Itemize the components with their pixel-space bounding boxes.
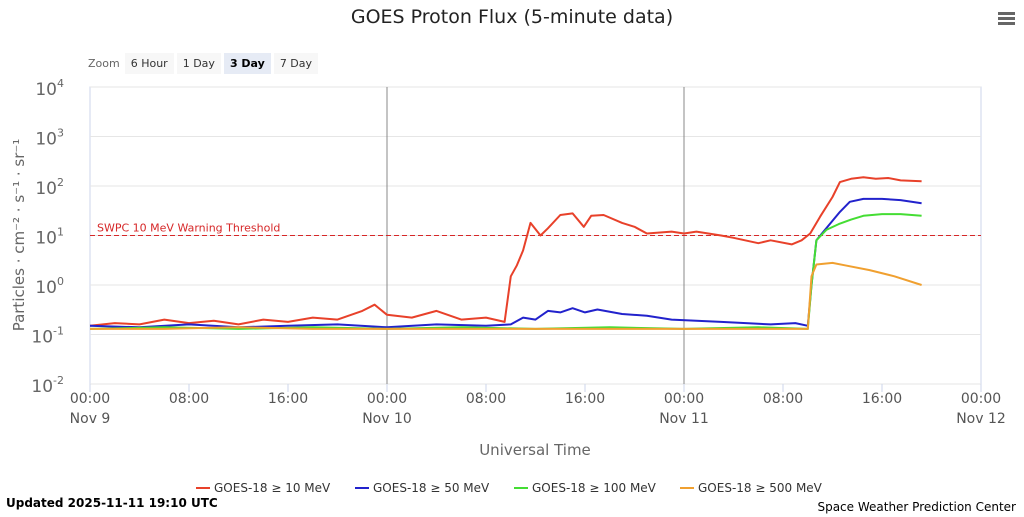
zoom-label: Zoom	[88, 57, 120, 70]
x-tick-label: 00:00	[961, 391, 1001, 407]
x-tick-label: 08:00	[466, 391, 506, 407]
series-line-0	[89, 176, 922, 327]
x-tick-label: 08:00	[763, 391, 803, 407]
x-tick-label: 08:00	[169, 391, 209, 407]
y-tick-label: 101	[35, 226, 64, 249]
series-line-1	[89, 197, 922, 329]
x-axis-title: Universal Time	[479, 441, 591, 459]
x-tick-label: 16:00	[862, 391, 902, 407]
x-tick-date: Nov 12	[956, 411, 1006, 427]
credit-text: Space Weather Prediction Center	[817, 500, 1016, 514]
x-tick-date: Nov 11	[659, 411, 709, 427]
hamburger-menu-icon[interactable]	[998, 12, 1015, 27]
updated-timestamp: Updated 2025-11-11 19:10 UTC	[6, 496, 218, 510]
x-tick-label: 00:00	[367, 391, 407, 407]
y-tick-label: 10-1	[31, 325, 64, 348]
zoom-1-day-button[interactable]: 1 Day	[176, 53, 221, 74]
legend-item: GOES-18 ≥ 10 MeV	[214, 481, 331, 495]
y-tick-label: 103	[35, 127, 64, 150]
y-tick-label: 10-2	[31, 374, 64, 397]
threshold-label: SWPC 10 MeV Warning Threshold	[97, 222, 280, 235]
zoom-6-hour-button[interactable]: 6 Hour	[124, 53, 174, 74]
legend-item: GOES-18 ≥ 500 MeV	[698, 481, 823, 495]
series-line-3	[90, 261, 922, 330]
legend-item: GOES-18 ≥ 100 MeV	[532, 481, 657, 495]
x-tick-label: 16:00	[268, 391, 308, 407]
y-axis-title: Particles · cm⁻² · s⁻¹ · sr⁻¹	[10, 139, 28, 332]
y-tick-label: 104	[35, 77, 64, 100]
legend-item: GOES-18 ≥ 50 MeV	[373, 481, 490, 495]
zoom-controls: Zoom 6 Hour 1 Day 3 Day 7 Day	[88, 53, 319, 74]
x-tick-label: 16:00	[565, 391, 605, 407]
y-tick-label: 102	[35, 176, 64, 199]
zoom-7-day-button[interactable]: 7 Day	[273, 53, 319, 74]
y-tick-label: 100	[35, 275, 64, 298]
x-tick-label: 00:00	[664, 391, 704, 407]
chart-title: GOES Proton Flux (5-minute data)	[350, 6, 674, 28]
x-tick-date: Nov 10	[362, 411, 412, 427]
x-tick-date: Nov 9	[70, 411, 111, 427]
x-tick-label: 00:00	[70, 391, 110, 407]
zoom-3-day-button[interactable]: 3 Day	[223, 53, 271, 74]
